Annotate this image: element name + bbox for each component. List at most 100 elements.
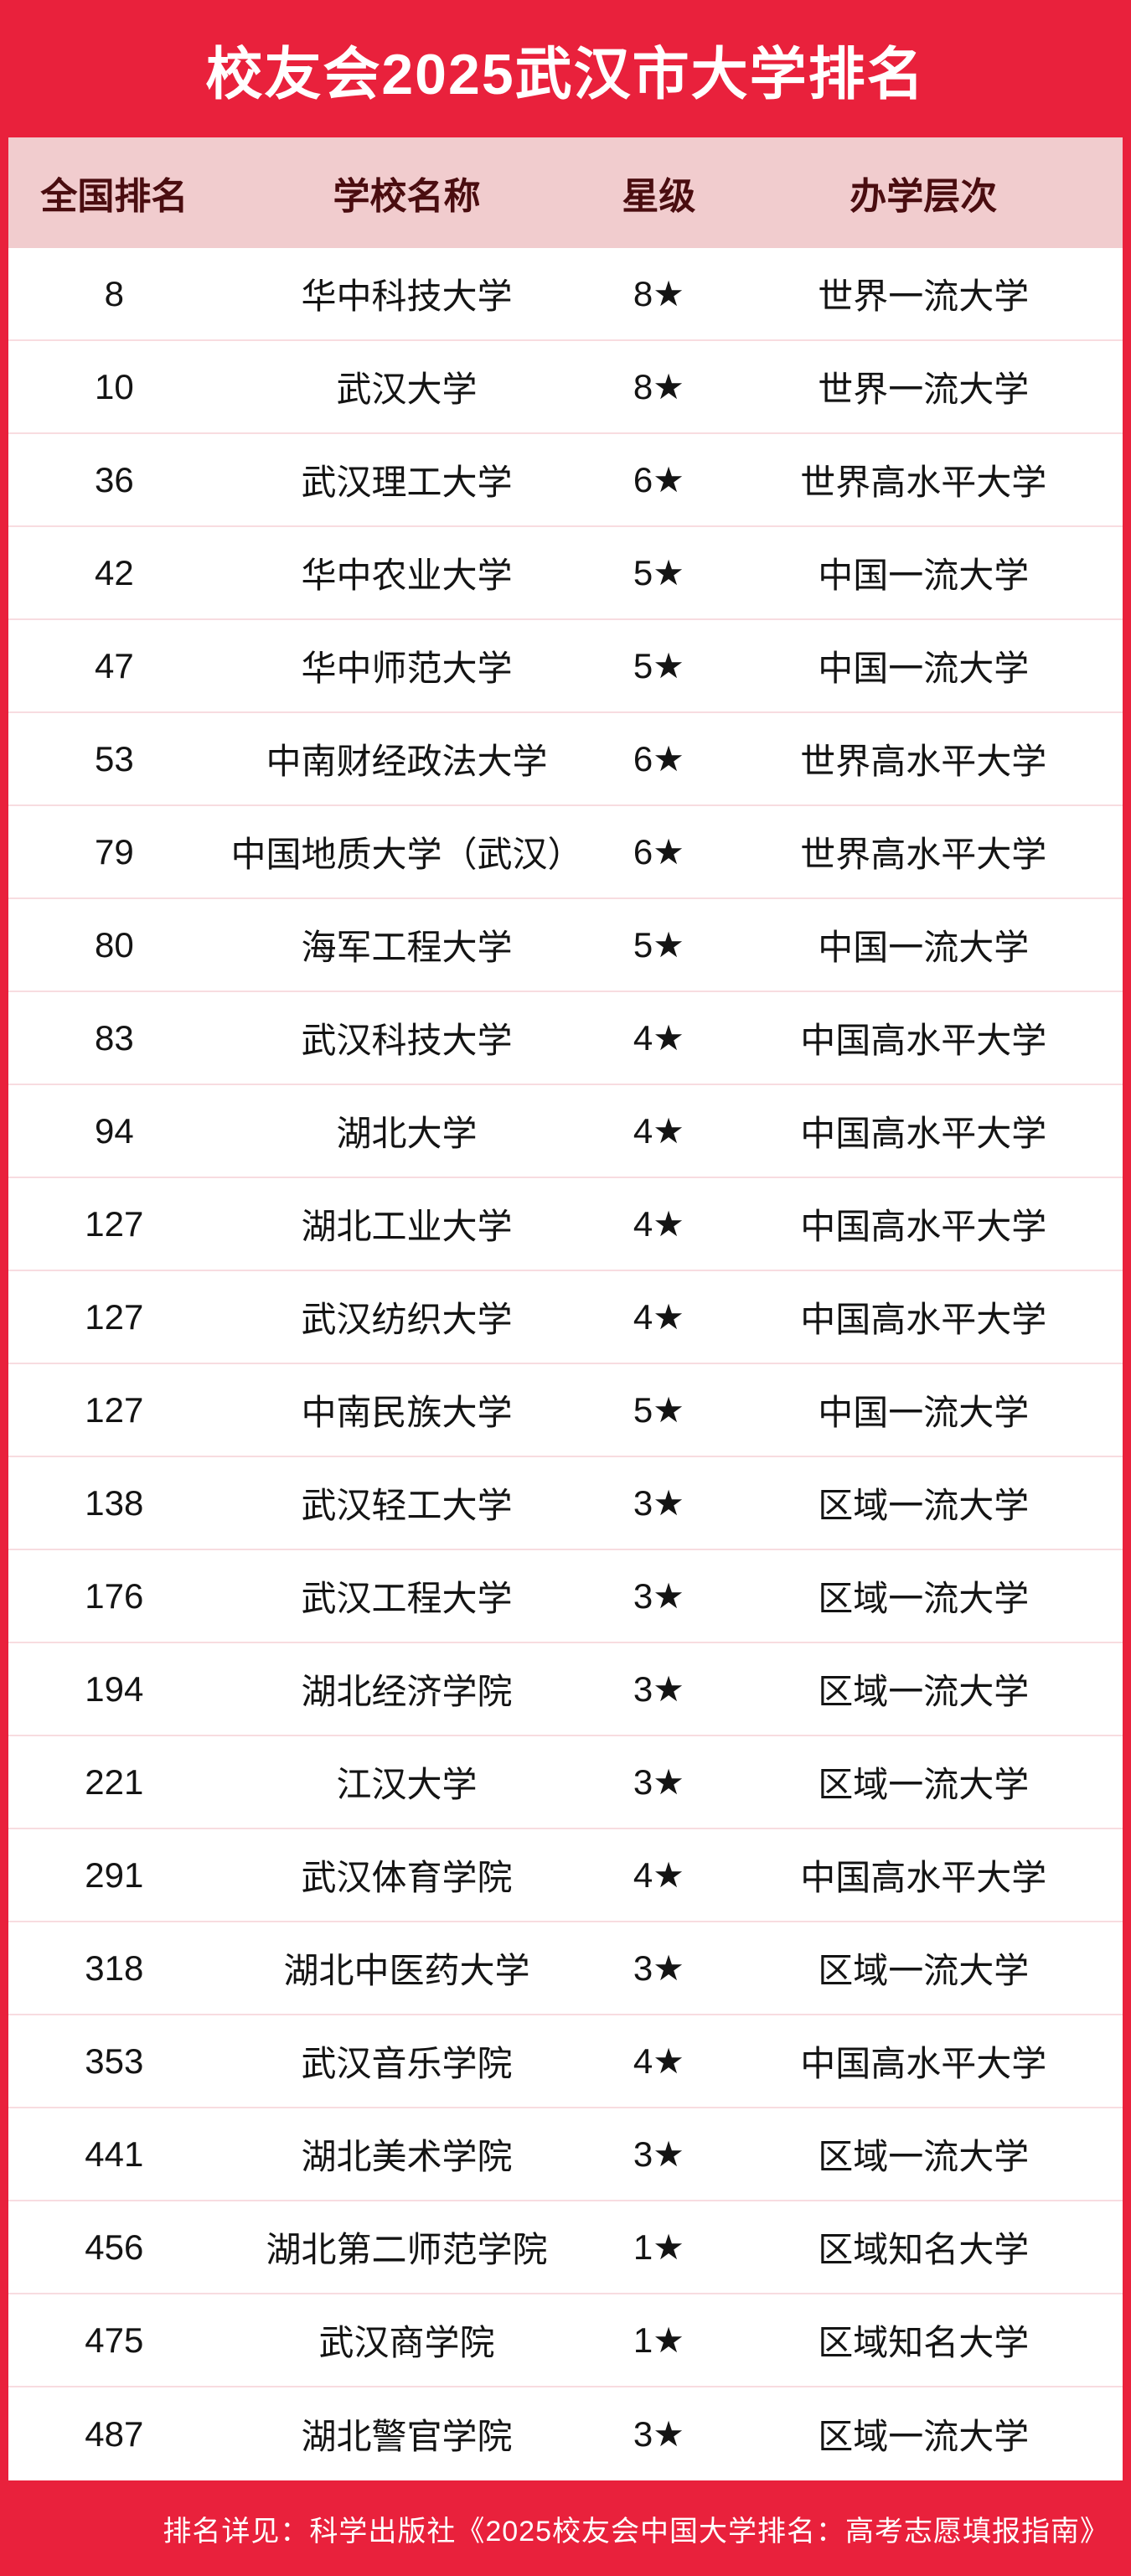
table-row: 94 湖北大学 4★ 中国高水平大学 [8, 1085, 1123, 1178]
table-row: 176 武汉工程大学 3★ 区域一流大学 [8, 1550, 1123, 1643]
rank-cell: 318 [85, 1948, 144, 1988]
star-level-cell: 3★ [633, 1762, 684, 1802]
star-level-cell: 4★ [633, 2041, 684, 2081]
school-tier-cell: 中国一流大学 [818, 928, 1030, 967]
school-tier-cell: 中国一流大学 [818, 1393, 1030, 1432]
rank-cell: 127 [85, 1203, 144, 1244]
rank-cell: 138 [85, 1482, 144, 1523]
star-level-cell: 5★ [633, 925, 684, 965]
school-tier-cell: 中国一流大学 [818, 649, 1030, 688]
rank-cell: 353 [85, 2041, 144, 2081]
school-name-cell: 华中师范大学 [301, 649, 513, 688]
star-level-cell: 3★ [633, 1483, 684, 1523]
table-row: 138 武汉轻工大学 3★ 区域一流大学 [8, 1457, 1123, 1550]
school-tier-cell: 中国高水平大学 [800, 1021, 1047, 1060]
school-name-cell: 武汉工程大学 [301, 1579, 513, 1618]
column-header-national-rank: 全国排名 [40, 176, 188, 217]
school-tier-cell: 区域一流大学 [818, 1951, 1030, 1990]
school-tier-cell: 区域知名大学 [818, 2230, 1030, 2269]
table-row: 47 华中师范大学 5★ 中国一流大学 [8, 620, 1123, 713]
school-tier-cell: 世界一流大学 [818, 277, 1030, 316]
table-row: 487 湖北警官学院 3★ 区域一流大学 [8, 2387, 1123, 2480]
star-level-cell: 1★ [633, 2320, 684, 2360]
column-header-school-name: 学校名称 [333, 176, 481, 217]
star-level-cell: 4★ [633, 1204, 684, 1244]
school-name-cell: 中南财经政法大学 [266, 742, 548, 781]
school-name-cell: 武汉体育学院 [301, 1858, 513, 1897]
star-level-cell: 4★ [633, 1297, 684, 1337]
table-row: 194 湖北经济学院 3★ 区域一流大学 [8, 1643, 1123, 1736]
school-tier-cell: 区域一流大学 [818, 1486, 1030, 1525]
table-row: 127 中南民族大学 5★ 中国一流大学 [8, 1364, 1123, 1457]
table-row: 221 江汉大学 3★ 区域一流大学 [8, 1736, 1123, 1829]
table-row: 36 武汉理工大学 6★ 世界高水平大学 [8, 434, 1123, 527]
school-name-cell: 湖北大学 [336, 1114, 478, 1153]
star-level-cell: 6★ [633, 460, 684, 499]
school-name-cell: 湖北警官学院 [301, 2417, 513, 2456]
rank-cell: 8 [104, 273, 125, 313]
school-tier-cell: 世界高水平大学 [800, 835, 1047, 874]
school-tier-cell: 区域一流大学 [818, 2137, 1030, 2176]
school-name-cell: 武汉理工大学 [301, 463, 513, 502]
table-row: 318 湖北中医药大学 3★ 区域一流大学 [8, 1922, 1123, 2015]
star-level-cell: 3★ [633, 1948, 684, 1988]
rank-cell: 47 [94, 645, 134, 685]
footer-band: 排名详见：科学出版社《2025校友会中国大学排名：高考志愿填报指南》 [0, 2480, 1131, 2576]
school-tier-cell: 区域一流大学 [818, 2417, 1030, 2456]
column-header-school-tier: 办学层次 [850, 176, 998, 217]
footer-note: 排名详见：科学出版社《2025校友会中国大学排名：高考志愿填报指南》 [163, 2515, 1109, 2548]
rank-cell: 127 [85, 1389, 144, 1430]
school-tier-cell: 区域一流大学 [818, 1765, 1030, 1804]
star-level-cell: 4★ [633, 1018, 684, 1058]
rank-cell: 487 [85, 2413, 144, 2454]
table-row: 127 湖北工业大学 4★ 中国高水平大学 [8, 1178, 1123, 1271]
rank-cell: 94 [94, 1110, 134, 1151]
table-header-row: 全国排名 学校名称 星级 办学层次 [8, 137, 1123, 248]
school-name-cell: 中国地质大学（武汉） [230, 835, 583, 874]
school-name-cell: 武汉音乐学院 [301, 2044, 513, 2083]
star-level-cell: 6★ [633, 832, 684, 872]
school-tier-cell: 中国高水平大学 [800, 1207, 1047, 1246]
star-level-cell: 4★ [633, 1111, 684, 1151]
school-name-cell: 湖北中医药大学 [283, 1951, 530, 1990]
table-row: 127 武汉纺织大学 4★ 中国高水平大学 [8, 1271, 1123, 1364]
school-tier-cell: 区域一流大学 [818, 1672, 1030, 1711]
school-name-cell: 湖北美术学院 [301, 2137, 513, 2176]
school-name-cell: 湖北工业大学 [301, 1207, 513, 1246]
table-row: 8 华中科技大学 8★ 世界一流大学 [8, 248, 1123, 341]
table-row: 475 武汉商学院 1★ 区域知名大学 [8, 2294, 1123, 2387]
school-tier-cell: 中国高水平大学 [800, 1300, 1047, 1339]
school-tier-cell: 世界高水平大学 [800, 742, 1047, 781]
star-level-cell: 3★ [633, 1669, 684, 1709]
table-row: 10 武汉大学 8★ 世界一流大学 [8, 341, 1123, 434]
rank-cell: 194 [85, 1668, 144, 1709]
school-name-cell: 武汉纺织大学 [301, 1300, 513, 1339]
table-row: 353 武汉音乐学院 4★ 中国高水平大学 [8, 2015, 1123, 2108]
rank-cell: 127 [85, 1296, 144, 1337]
page-title: 校友会2025武汉市大学排名 [205, 42, 926, 106]
school-name-cell: 中南民族大学 [301, 1393, 513, 1432]
star-level-cell: 5★ [633, 553, 684, 592]
school-name-cell: 武汉大学 [336, 370, 478, 409]
school-tier-cell: 世界高水平大学 [800, 463, 1047, 502]
star-level-cell: 8★ [633, 367, 684, 406]
table-row: 79 中国地质大学（武汉） 6★ 世界高水平大学 [8, 806, 1123, 899]
rank-cell: 42 [94, 552, 134, 592]
table-row: 441 湖北美术学院 3★ 区域一流大学 [8, 2108, 1123, 2201]
star-level-cell: 3★ [633, 2134, 684, 2174]
star-level-cell: 4★ [633, 1855, 684, 1895]
rank-cell: 83 [94, 1017, 134, 1058]
table-row: 80 海军工程大学 5★ 中国一流大学 [8, 899, 1123, 992]
title-band: 校友会2025武汉市大学排名 [0, 0, 1131, 137]
star-level-cell: 6★ [633, 739, 684, 778]
table-row: 291 武汉体育学院 4★ 中国高水平大学 [8, 1829, 1123, 1922]
rank-cell: 221 [85, 1761, 144, 1802]
school-name-cell: 武汉商学院 [318, 2323, 495, 2362]
school-name-cell: 海军工程大学 [301, 928, 513, 967]
table-row: 42 华中农业大学 5★ 中国一流大学 [8, 527, 1123, 620]
rank-cell: 475 [85, 2320, 144, 2360]
column-header-star-level: 星级 [622, 176, 696, 217]
rank-cell: 456 [85, 2227, 144, 2267]
rank-cell: 80 [94, 924, 134, 965]
rank-cell: 36 [94, 459, 134, 499]
